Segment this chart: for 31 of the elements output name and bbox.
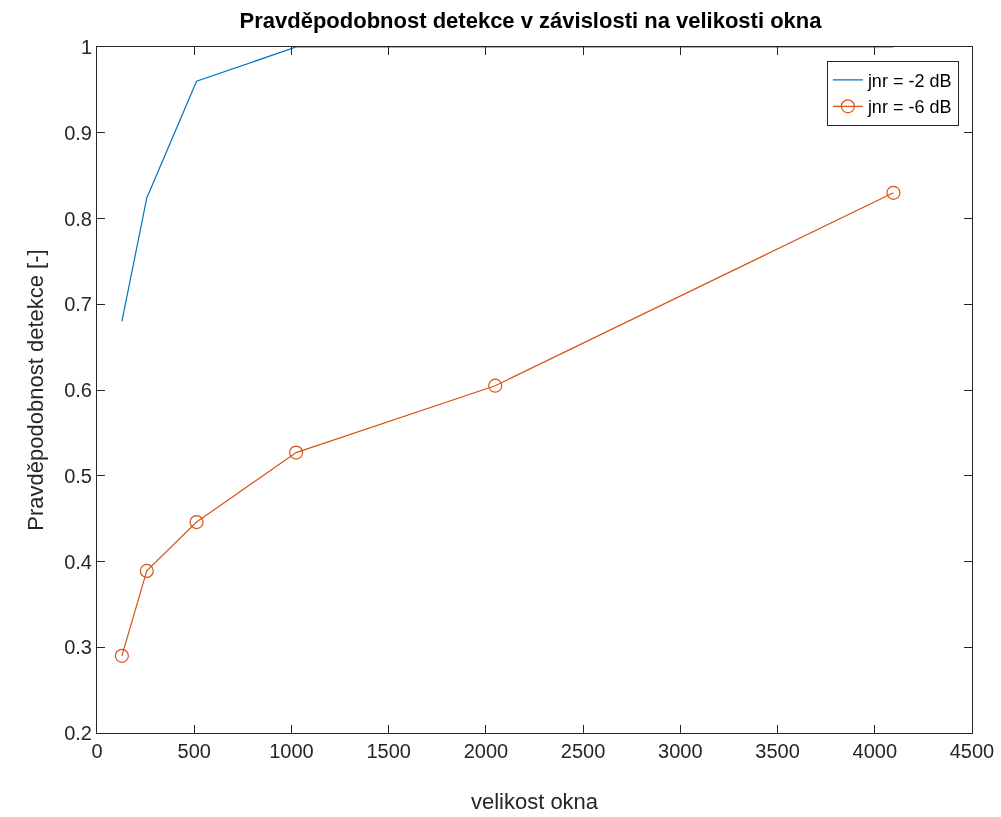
- y-tick-label: 0.7: [64, 293, 92, 316]
- point: [189, 514, 204, 530]
- y-tick-label: 0.2: [64, 722, 92, 744]
- y-tick-label: 0.4: [64, 550, 92, 573]
- x-tick-label: 4500: [949, 740, 995, 762]
- point: [488, 378, 503, 393]
- y-tick-label: 0.6: [64, 379, 92, 401]
- legend-label: jnr = -2 dB: [866, 70, 952, 91]
- x-axis-title: velikost okna: [470, 789, 599, 814]
- legend-label: jnr = -6 dB: [866, 97, 952, 118]
- y-tick-label: 0.8: [64, 207, 92, 230]
- x-tick-label: 1500: [366, 740, 411, 762]
- x-tick-label: 1000: [269, 740, 314, 762]
- x-tick-label: 3000: [658, 740, 703, 762]
- y-tick-label: 1: [80, 36, 92, 58]
- chart-title: Pravděpodobnost detekce v závislosti na velikosti okna: [239, 7, 823, 33]
- x-tick-label: 500: [177, 740, 211, 762]
- point: [139, 563, 154, 579]
- x-tick-label: 2500: [560, 740, 606, 762]
- y-tick-label: 0.5: [64, 464, 92, 487]
- point: [886, 185, 901, 200]
- point: [289, 445, 304, 460]
- y-axis-title: Pravděpodobnost detekce [-]: [22, 249, 48, 531]
- x-tick-label: 0: [91, 740, 103, 762]
- point: [114, 648, 129, 663]
- x-tick-label: 3500: [755, 740, 800, 762]
- y-tick-label: 0.3: [64, 636, 92, 659]
- y-tick-label: 0.9: [64, 121, 92, 144]
- line-series: [121, 47, 895, 322]
- x-tick-label: 2000: [463, 740, 509, 762]
- x-tick-label: 4000: [852, 740, 898, 762]
